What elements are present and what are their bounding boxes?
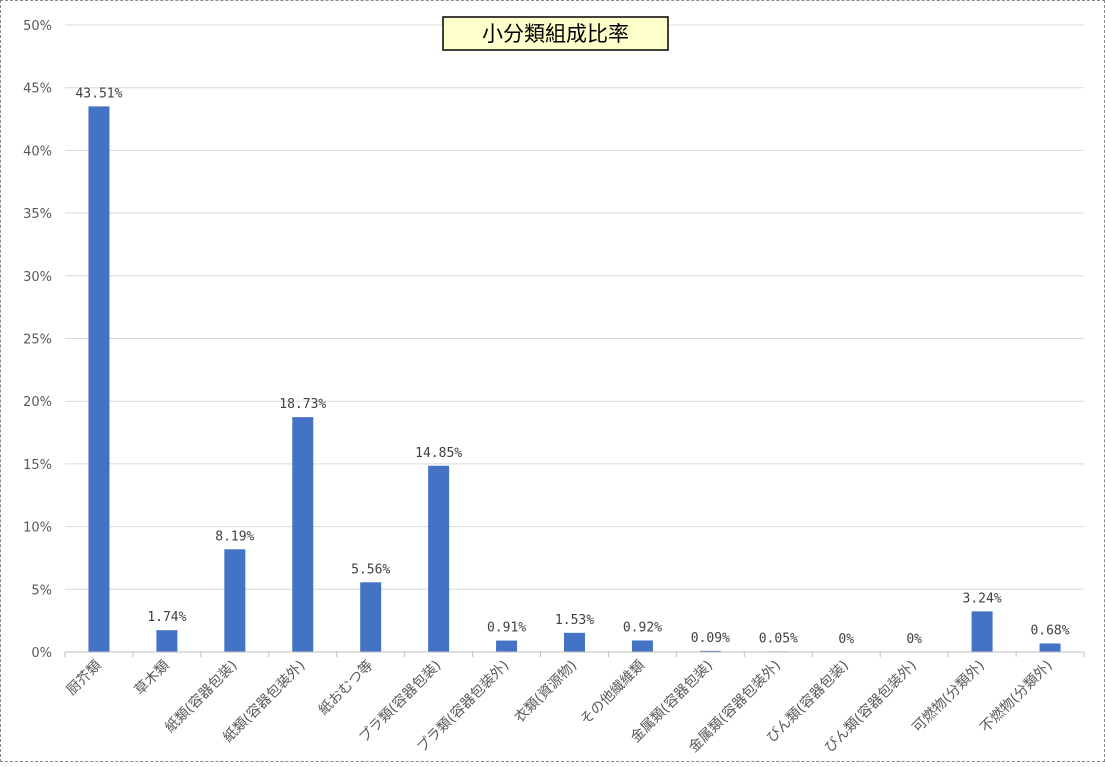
data-label: 0.68%	[1030, 623, 1069, 638]
data-label: 1.74%	[147, 610, 186, 625]
x-axis	[64, 651, 1085, 657]
x-tick-label: 紙おむつ等	[315, 657, 377, 719]
bars	[88, 106, 1061, 653]
data-label: 0%	[838, 632, 854, 647]
bar	[428, 465, 450, 652]
bar	[564, 632, 585, 652]
data-labels: 43.51% 1.74% 8.19% 18.73% 5.56% 14.85% 0.91% 1.…	[75, 86, 1069, 647]
x-tick-label: 紙類(容器包装)	[162, 657, 241, 736]
y-tick-label: 0%	[31, 646, 52, 661]
data-label: 18.73%	[279, 397, 326, 412]
bar	[1039, 643, 1061, 652]
x-tick-label: 厨芥類	[64, 658, 105, 699]
y-tick-label: 40%	[23, 144, 52, 159]
x-tick-label: 衣類(資源物)	[512, 658, 581, 727]
y-tick-label: 25%	[23, 333, 52, 348]
bar	[971, 611, 993, 652]
x-tick-label: 可燃物(分類外)	[909, 657, 988, 736]
data-label: 1.53%	[555, 613, 594, 628]
x-tick-label: 不燃物(分類外)	[977, 657, 1056, 736]
data-label: 8.19%	[215, 529, 254, 544]
chart-title-box	[442, 16, 669, 51]
data-label: 0.91%	[487, 621, 526, 636]
bar	[360, 582, 382, 652]
chart-title: 小分類組成比率	[482, 22, 629, 46]
y-axis-ticks: 0% 5% 10% 15% 20% 25% 30% 35% 40% 45% 50%	[23, 19, 52, 661]
y-tick-label: 45%	[23, 82, 52, 97]
x-tick-label: その他繊維類	[578, 658, 649, 729]
data-label: 14.85%	[415, 446, 462, 461]
bar	[496, 640, 518, 652]
x-tick-label: 草木類	[132, 658, 173, 699]
bar	[292, 417, 314, 652]
chart-title-group: 小分類組成比率	[442, 16, 669, 51]
y-tick-label: 35%	[23, 207, 52, 222]
data-label: 0.05%	[759, 631, 798, 646]
bar	[88, 106, 110, 653]
bar	[699, 650, 721, 652]
y-tick-label: 20%	[23, 395, 52, 410]
bar	[224, 549, 246, 652]
bar	[631, 640, 653, 652]
y-tick-label: 30%	[23, 270, 52, 285]
y-tick-label: 5%	[31, 583, 52, 598]
data-label: 43.51%	[75, 86, 122, 101]
data-label: 0.09%	[691, 631, 730, 646]
data-label: 0.92%	[623, 620, 662, 635]
data-label: 0%	[906, 632, 922, 647]
y-tick-label: 10%	[23, 521, 52, 536]
bar	[156, 630, 178, 652]
data-label: 3.24%	[963, 591, 1002, 606]
data-label: 5.56%	[351, 562, 390, 577]
gridlines	[65, 24, 1084, 590]
y-tick-label: 15%	[23, 458, 52, 473]
y-tick-label: 50%	[23, 19, 52, 34]
